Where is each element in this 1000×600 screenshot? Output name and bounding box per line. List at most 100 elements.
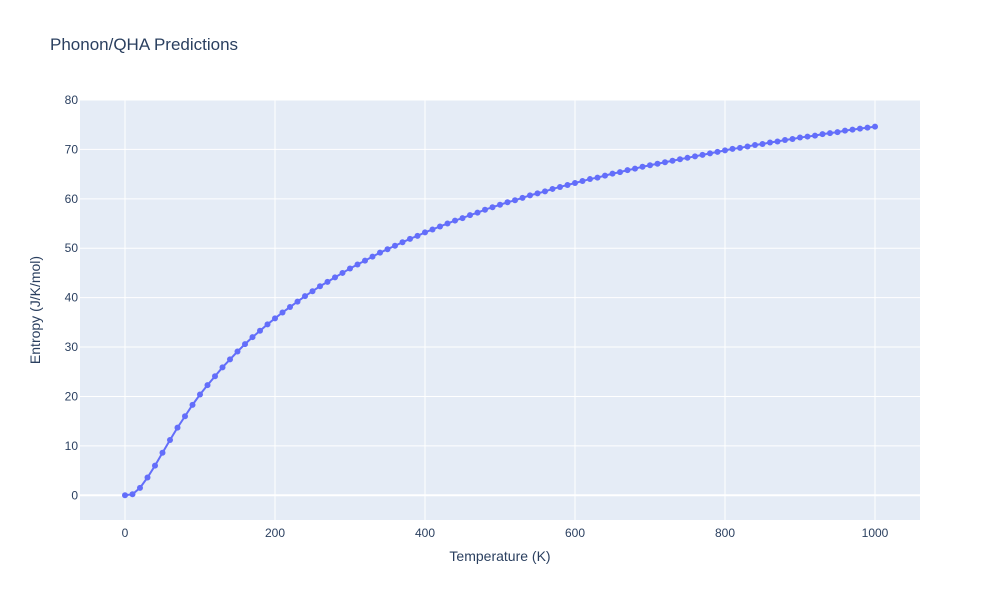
data-point (774, 138, 781, 145)
y-tick-label: 80 (65, 93, 79, 107)
data-point (722, 147, 728, 154)
data-point (144, 474, 151, 481)
data-point (399, 239, 406, 246)
data-point (812, 132, 818, 139)
y-tick-label: 50 (65, 241, 79, 255)
y-tick-label: 40 (65, 291, 79, 305)
data-point (587, 176, 593, 183)
data-point (527, 192, 533, 199)
data-point (609, 170, 616, 177)
grid (80, 99, 920, 520)
y-tick-label: 60 (65, 192, 79, 206)
data-point (369, 253, 376, 260)
data-point (339, 269, 346, 276)
data-point (197, 391, 203, 398)
data-point (602, 172, 608, 179)
data-point (429, 226, 436, 233)
data-point (849, 126, 856, 133)
data-point (377, 249, 383, 256)
chart-title: Phonon/QHA Predictions (50, 35, 238, 54)
x-tick-labels: 0 200 400 600 800 1000 (122, 526, 889, 540)
y-tick-label: 30 (65, 340, 79, 354)
data-point (872, 123, 878, 130)
data-point (677, 156, 683, 163)
data-point (519, 194, 526, 201)
data-point (804, 133, 811, 140)
data-point (437, 223, 443, 230)
data-point (504, 199, 511, 206)
x-axis-title: Temperature (K) (449, 548, 550, 564)
data-point (302, 293, 308, 300)
data-point (219, 364, 226, 371)
plot-area (80, 100, 920, 520)
data-point (392, 242, 398, 249)
data-point (159, 449, 166, 456)
data-point (819, 131, 826, 138)
data-point (362, 257, 368, 264)
data-point (759, 140, 766, 147)
x-tick-label: 600 (565, 526, 585, 540)
data-point (489, 204, 496, 211)
y-tick-label: 10 (65, 439, 79, 453)
data-point (542, 188, 548, 195)
data-point (167, 436, 173, 443)
x-tick-label: 400 (415, 526, 435, 540)
data-point (407, 235, 413, 242)
data-point (842, 127, 848, 134)
data-point (669, 157, 676, 164)
data-point (834, 129, 841, 136)
data-point (272, 315, 278, 322)
data-point (294, 298, 301, 305)
x-tick-label: 200 (265, 526, 285, 540)
data-point (122, 492, 128, 499)
data-point (789, 136, 796, 143)
data-point (729, 145, 736, 152)
data-point (474, 209, 481, 216)
data-point (459, 215, 466, 222)
data-point (182, 413, 188, 420)
data-point (864, 124, 871, 131)
data-point (594, 174, 601, 181)
data-point (152, 462, 158, 469)
data-point (579, 178, 586, 185)
data-point (684, 154, 691, 161)
data-point (639, 163, 646, 170)
data-point (309, 288, 316, 295)
y-tick-label: 20 (65, 389, 79, 403)
data-point (654, 160, 661, 167)
data-point (572, 180, 578, 187)
data-point (189, 401, 196, 408)
data-point (699, 151, 706, 158)
data-point (692, 153, 698, 160)
y-axis-title: Entropy (J/K/mol) (27, 256, 43, 364)
data-point (414, 232, 421, 239)
data-point (467, 212, 473, 219)
series-layer (122, 123, 878, 499)
data-point (714, 148, 721, 155)
data-point (257, 327, 263, 334)
data-point (534, 190, 541, 197)
data-point (707, 150, 713, 157)
data-point (234, 348, 241, 355)
data-point (204, 382, 211, 389)
data-point (317, 283, 323, 290)
data-point (857, 125, 863, 132)
data-point (347, 265, 353, 272)
data-point (249, 334, 256, 341)
data-point (647, 162, 653, 169)
y-tick-label: 0 (71, 488, 78, 502)
data-point (264, 321, 271, 328)
y-tick-label: 70 (65, 142, 79, 156)
data-point (482, 206, 488, 213)
data-point (564, 181, 571, 188)
data-point (827, 130, 833, 137)
data-point (242, 341, 248, 348)
x-tick-label: 1000 (862, 526, 889, 540)
data-point (354, 261, 361, 268)
data-point (752, 141, 758, 148)
data-point (549, 185, 556, 192)
data-point (737, 144, 743, 151)
data-point (744, 143, 751, 150)
y-tick-labels: 0 10 20 30 40 50 60 70 80 (65, 93, 79, 502)
data-point (174, 424, 181, 431)
